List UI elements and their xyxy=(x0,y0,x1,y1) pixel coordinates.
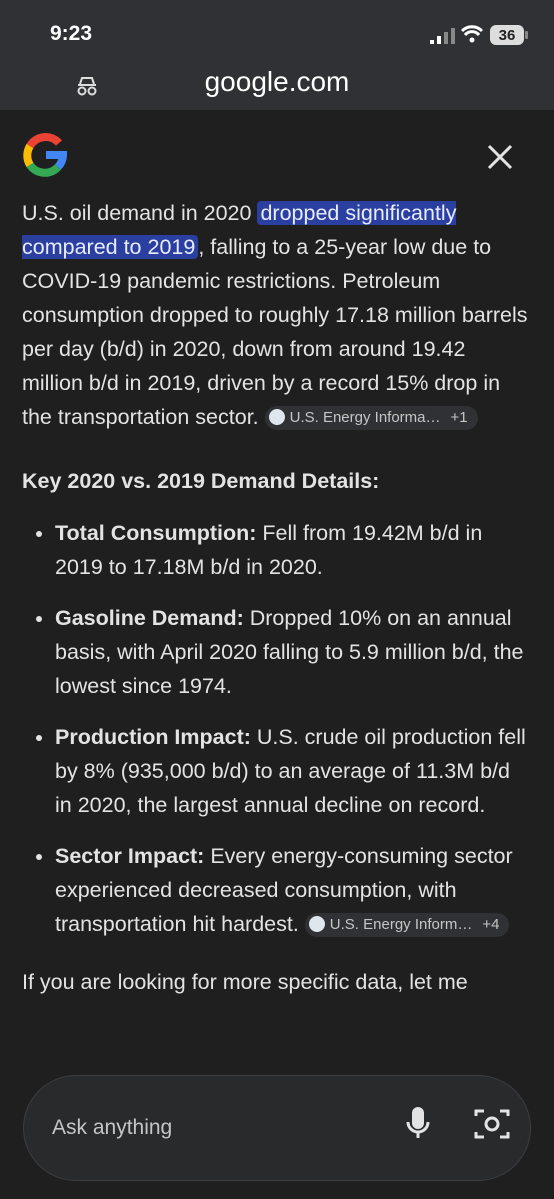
url-bar[interactable]: google.com xyxy=(0,62,554,110)
bullet: Sector Impact: Every energy-consuming se… xyxy=(55,839,532,941)
text: , falling to a 25-year low due to COVID-… xyxy=(22,235,528,429)
status-icons: 36 xyxy=(430,25,528,45)
source-chip[interactable]: U.S. Energy Informa… +1 xyxy=(264,406,478,430)
url: google.com xyxy=(204,66,350,97)
ask-input[interactable]: Ask anything xyxy=(23,1075,531,1181)
battery-level: 36 xyxy=(499,27,516,44)
answer: U.S. oil demand in 2020 dropped signific… xyxy=(22,196,532,999)
text: U.S. oil demand in 2020 xyxy=(22,201,258,225)
source: U.S. Energy Informa… xyxy=(289,409,441,426)
bullet-list: Total Consumption: Fell from 19.42M b/d … xyxy=(22,516,532,941)
more-sources: +1 xyxy=(450,409,468,426)
bullet-label: Total Consumption: xyxy=(55,521,257,545)
bullet-label: Production Impact: xyxy=(55,725,251,749)
bullet-label: Gasoline Demand: xyxy=(55,606,244,630)
incognito-icon xyxy=(77,77,97,96)
placeholder: Ask anything xyxy=(52,1116,173,1139)
source: U.S. Energy Inform… xyxy=(329,916,473,933)
status-bar: 9:23 36 xyxy=(0,0,554,62)
source-chip[interactable]: U.S. Energy Inform… +4 xyxy=(304,913,510,937)
bullet-label: Sector Impact: xyxy=(55,844,205,868)
closing-text: If you are looking for more specific dat… xyxy=(22,970,468,994)
close-button[interactable] xyxy=(487,144,513,170)
bullet-text: Every energy-consuming sector experience… xyxy=(55,844,513,936)
bullet: Gasoline Demand: Dropped 10% on an annua… xyxy=(55,601,532,703)
intro: U.S. oil demand in 2020 dropped signific… xyxy=(22,196,532,434)
more-sources: +4 xyxy=(482,916,500,933)
bullet-text: Dropped 10% on an annual basis, with Apr… xyxy=(55,606,524,698)
bullet-text: U.S. crude oil production fell by 8% (93… xyxy=(55,725,526,817)
bullet: Production Impact: U.S. crude oil produc… xyxy=(55,720,532,822)
input-icons xyxy=(406,1107,510,1139)
heading: Key 2020 vs. 2019 Demand Details: xyxy=(22,469,380,493)
bullet-text: Fell from 19.42M b/d in 2019 to 17.18M b… xyxy=(55,521,483,579)
time: 9:23 xyxy=(50,22,93,45)
header-icons xyxy=(23,133,513,177)
lens-button[interactable] xyxy=(474,1109,510,1139)
mic-button[interactable] xyxy=(412,1107,424,1129)
bullet: Total Consumption: Fell from 19.42M b/d … xyxy=(55,516,532,584)
